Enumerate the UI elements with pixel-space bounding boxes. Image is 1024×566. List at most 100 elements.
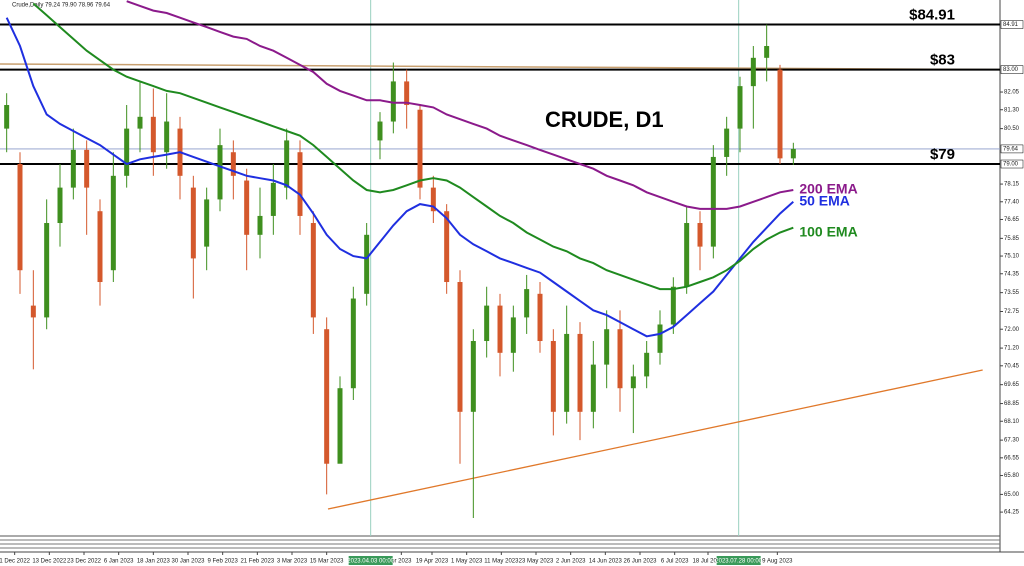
x-tick-label: 18 Jul 2023 [692, 559, 724, 565]
candle-body [444, 211, 450, 283]
candle-body [764, 46, 770, 58]
candle-body [44, 223, 50, 318]
x-tick-label: 30 Jan 2023 [171, 559, 205, 565]
y-tick-label: 70.45 [1004, 363, 1020, 369]
x-tick-label: 13 Dec 2022 [32, 559, 67, 565]
y-tick-label: 82.05 [1004, 90, 1020, 96]
candle-body [484, 305, 490, 342]
candle-body [257, 215, 263, 235]
x-tick-label: 1 May 2023 [451, 559, 483, 565]
candle-body [710, 156, 716, 247]
candle-body [417, 109, 423, 188]
candle-body [684, 223, 690, 287]
x-tick-label: pr 2023 [391, 559, 412, 565]
candle-body [244, 180, 250, 235]
candle-body [137, 116, 143, 129]
candle-body [150, 116, 156, 153]
candle-body [4, 105, 10, 129]
candle-body [604, 329, 610, 365]
candle-body [324, 329, 330, 464]
candle-body [97, 211, 103, 283]
x-tick-label: 6 Jan 2023 [104, 559, 134, 565]
candle-body [204, 199, 210, 247]
candle-body [737, 86, 743, 129]
x-tick-label: 9 Aug 2023 [762, 559, 793, 565]
candle-body [350, 298, 356, 389]
ema-line [32, 2, 794, 291]
candle-body [630, 376, 636, 389]
trend-line [327, 369, 983, 510]
y-tick-label: 75.85 [1004, 236, 1020, 242]
candle-body [377, 121, 383, 141]
x-tick-label: 26 Jun 2023 [623, 559, 657, 565]
legend-label: 50 EMA [799, 192, 850, 208]
candle-body [190, 187, 196, 259]
candle-body [537, 293, 543, 342]
candle-body [524, 289, 530, 318]
x-tick-label: 6 Jul 2023 [661, 559, 689, 565]
candle-body [457, 282, 463, 412]
marker-label-box [716, 556, 761, 565]
candle-body [550, 341, 556, 412]
y-tick-label: 68.10 [1004, 419, 1020, 425]
level-label: $84.91 [909, 7, 955, 24]
level-axis-label: 83.00 [1003, 67, 1019, 73]
y-tick-label: 71.20 [1004, 346, 1020, 352]
candle-body [310, 223, 316, 318]
ema-line [126, 0, 794, 210]
x-tick-label: 18 Jan 2023 [137, 559, 171, 565]
candle-body [590, 364, 596, 412]
x-tick-label: 23 May 2023 [519, 559, 554, 565]
chart-header: Crude,Daily 79.24 79.90 78.96 79.64 [12, 3, 111, 9]
candle-body [617, 329, 623, 389]
candle-body [564, 333, 570, 412]
marker-label-box [348, 556, 393, 565]
y-tick-label: 69.65 [1004, 382, 1020, 388]
candle-body [124, 128, 130, 176]
level-axis-label: 84.91 [1003, 22, 1019, 28]
y-tick-label: 65.80 [1004, 473, 1020, 479]
candle-body [777, 69, 783, 159]
candle-body [750, 57, 756, 87]
y-tick-label: 75.10 [1004, 254, 1020, 260]
candle-body [404, 81, 410, 106]
x-tick-label: 14 Jun 2023 [589, 559, 623, 565]
marker-label: 2023.04.03 00:00 [347, 559, 394, 565]
candle-body [84, 149, 90, 188]
level-box [1000, 65, 1024, 74]
level-label: $79 [930, 146, 955, 163]
x-tick-label: 23 Dec 2022 [67, 559, 102, 565]
x-tick-label: 11 May 2023 [484, 559, 519, 565]
y-tick-label: 68.85 [1004, 401, 1020, 407]
y-tick-label: 66.55 [1004, 455, 1020, 461]
candle-body [697, 223, 703, 247]
y-tick-label: 65.00 [1004, 492, 1020, 498]
y-tick-label: 72.00 [1004, 327, 1020, 333]
x-tick-label: 21 Feb 2023 [240, 559, 274, 565]
y-tick-label: 80.50 [1004, 126, 1020, 132]
level-label: $83 [930, 52, 955, 69]
candle-body [390, 81, 396, 122]
legend-label: 200 EMA [799, 181, 857, 197]
x-tick-label: 9 Feb 2023 [207, 559, 238, 565]
candle-body [164, 121, 170, 153]
x-tick-label: 19 Apr 2023 [416, 559, 449, 565]
candle-body [30, 305, 36, 318]
price-box [1000, 144, 1024, 154]
candle-body [644, 352, 650, 377]
candle-body [57, 187, 63, 224]
candle-body [217, 145, 223, 200]
candle-body [510, 317, 516, 353]
candle-body [270, 182, 276, 216]
candle-body [70, 149, 76, 188]
level-box [1000, 20, 1024, 29]
candle-body [364, 234, 370, 294]
level-box [1000, 159, 1024, 169]
ema-line [5, 17, 794, 338]
candle-body [657, 324, 663, 353]
candle-body [724, 128, 730, 157]
level-axis-label: 79.00 [1003, 162, 1019, 168]
candle-body [230, 152, 236, 176]
candle-body [110, 175, 116, 271]
